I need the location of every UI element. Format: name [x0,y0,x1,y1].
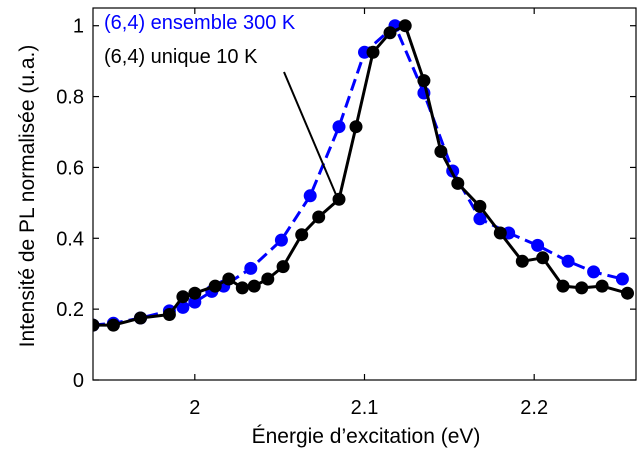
data-point-s1-14 [332,192,346,206]
data-point-s0-19 [561,254,575,268]
y-tick-label: 0.2 [56,299,84,321]
data-point-s1-15 [349,120,363,134]
data-point-s1-29 [621,286,634,300]
data-point-s0-20 [587,265,601,279]
x-tick-label: 2 [189,397,200,419]
data-point-s1-4 [176,290,190,304]
data-point-s1-24 [515,254,529,268]
data-point-s1-5 [188,286,202,300]
data-point-s1-11 [276,260,290,274]
data-point-s1-8 [235,281,249,295]
data-point-s1-28 [595,279,609,293]
legend-label-ensemble: (6,4) ensemble 300 K [104,12,296,34]
data-point-s1-19 [417,74,431,88]
data-point-s1-17 [383,26,397,40]
data-point-s1-2 [134,311,147,325]
data-point-s0-8 [244,261,258,275]
data-point-s1-9 [247,279,261,293]
data-point-s1-13 [312,210,326,224]
data-point-s1-18 [398,19,412,33]
data-point-s1-21 [451,176,465,190]
data-point-s1-16 [366,45,380,59]
data-point-s1-27 [575,281,589,295]
data-point-s1-20 [434,145,448,158]
x-tick-label: 2.1 [351,397,379,419]
data-point-s1-25 [536,251,550,265]
y-tick-label: 0 [73,370,84,392]
data-point-s0-21 [615,272,629,286]
data-point-s1-3 [162,308,176,321]
series-line-0 [93,24,623,327]
axes: 2 2.1 2.2 0 0.2 0.4 0.6 0.8 1 [56,7,637,419]
data-point-s1-6 [208,279,222,293]
data-point-s0-16 [473,212,487,226]
data-point-s0-10 [303,189,317,203]
y-tick-label: 0.4 [56,228,84,250]
y-tick-label: 0.6 [56,157,84,179]
data-point-s1-22 [473,199,487,213]
series-line-1 [93,24,628,327]
data-point-s1-10 [261,272,275,286]
data-point-s1-23 [493,226,507,240]
annotation-pointer-line [283,71,337,195]
y-axis-label: Intensité de PL normalisée (u.a.) [16,45,39,348]
x-axis-label: Énergie d’excitation (eV) [252,425,481,448]
y-tick-label: 0.8 [56,87,84,109]
x-tick-label: 2.2 [520,397,548,419]
plot-area [93,19,634,332]
data-series [93,19,634,332]
data-point-s1-0 [93,318,100,332]
data-point-s0-9 [274,233,288,247]
legend-label-unique: (6,4) unique 10 K [104,46,258,68]
data-point-s1-1 [106,318,120,332]
data-point-s0-18 [531,238,545,252]
data-point-s0-4 [176,300,190,314]
data-point-s0-11 [332,120,346,134]
data-point-s1-7 [222,272,236,286]
data-point-s1-12 [295,228,309,242]
data-point-s0-5 [188,295,202,309]
data-point-s1-26 [556,279,570,293]
y-tick-label: 1 [73,16,84,38]
